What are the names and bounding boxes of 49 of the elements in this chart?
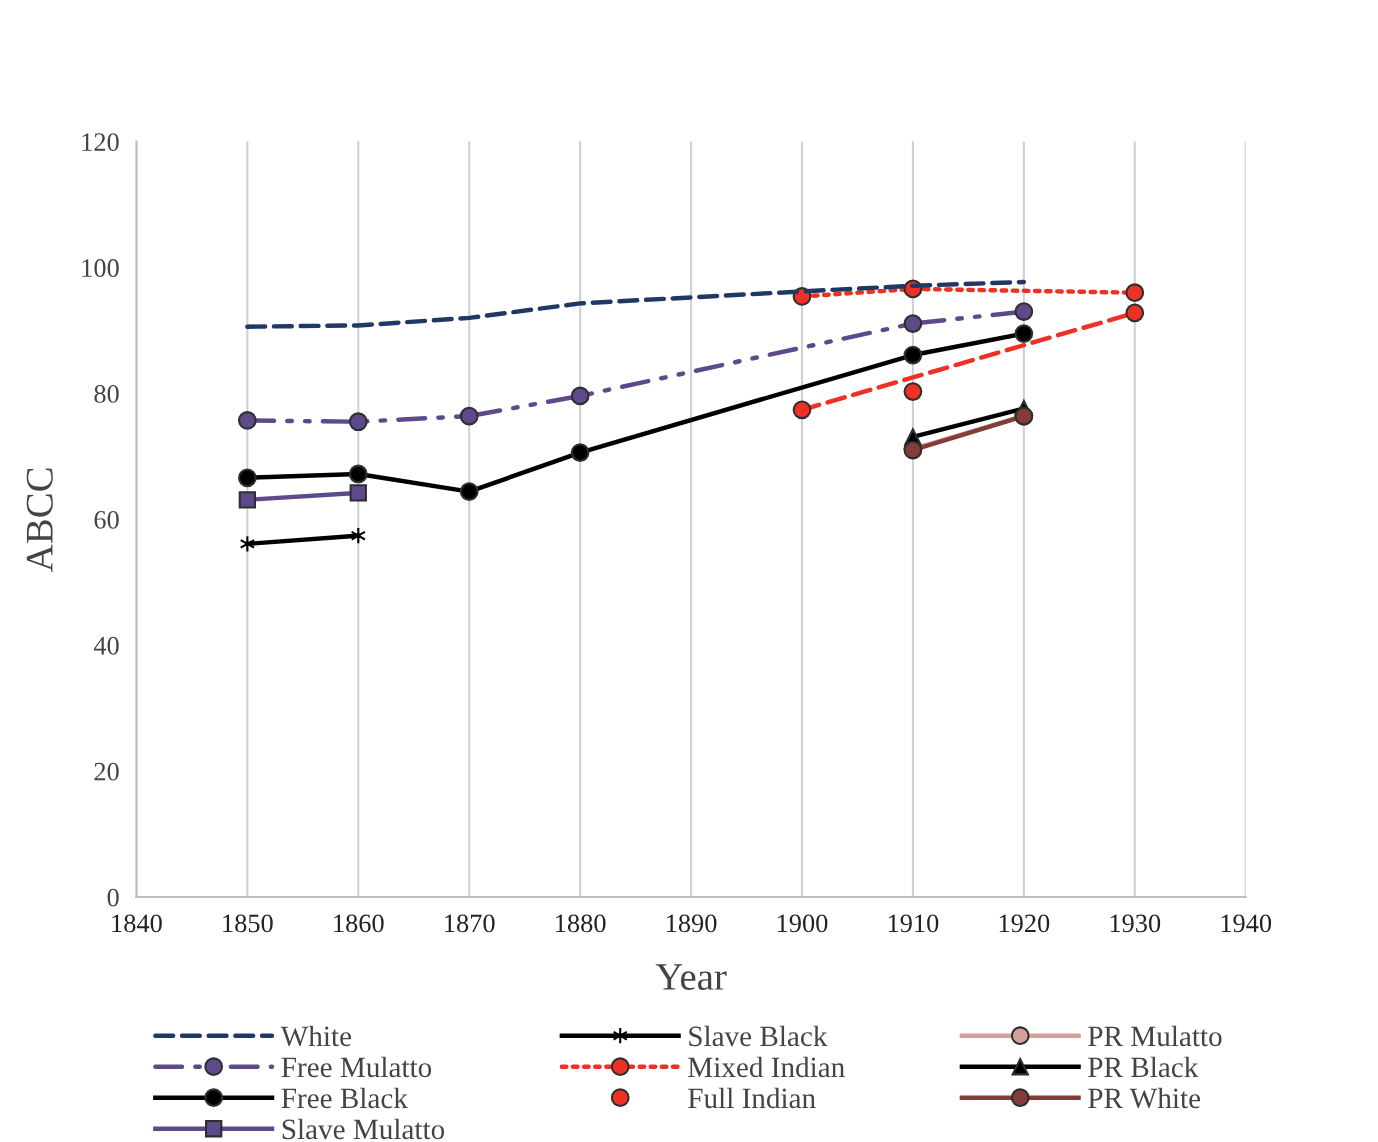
x-axis-title: Year: [655, 964, 727, 991]
y-tick-label: 80: [94, 385, 119, 403]
x-tick-label: 1890: [667, 914, 717, 933]
point: [570, 386, 590, 406]
point: [570, 443, 590, 462]
x-tick-label: 1860: [334, 914, 384, 933]
point: [349, 484, 367, 502]
y-tick-label: 100: [82, 259, 119, 277]
point: [237, 411, 257, 430]
x-tick-label: 1870: [445, 914, 495, 933]
legend-label: PR Black: [1088, 1056, 1199, 1078]
x-tick-label: 1900: [777, 914, 828, 933]
x-tick-label: 1940: [1221, 914, 1272, 933]
line-series: [245, 279, 1027, 329]
y-tick-label: 120: [82, 133, 119, 152]
legend-label: Mixed Indian: [688, 1056, 845, 1078]
point: [238, 491, 257, 509]
point: [903, 345, 923, 365]
legend-label: PR Mulatto: [1088, 1025, 1222, 1047]
x-tick-label: 1910: [888, 914, 939, 933]
legend-label: Free Mulatto: [281, 1056, 432, 1078]
point: [1125, 303, 1145, 323]
x-tick-label: 1920: [999, 914, 1050, 933]
legend-label: Free Black: [281, 1087, 408, 1109]
x-tick-label: 1850: [223, 914, 273, 933]
point: [237, 468, 257, 488]
x-tick-label: 1880: [556, 914, 606, 933]
point: [1014, 302, 1034, 321]
y-tick-label: 20: [94, 762, 119, 781]
point: [1125, 283, 1145, 303]
x-tick-label: 1930: [1110, 914, 1161, 933]
legend-label: Slave Black: [689, 1025, 828, 1047]
point: [903, 382, 923, 401]
x-tick-label: 1840: [112, 914, 162, 933]
point: [792, 400, 812, 420]
y-tick-label: 40: [93, 636, 119, 655]
legend-label: Full Indian: [688, 1087, 816, 1109]
point: [1014, 324, 1034, 343]
y-axis-title: ABCC: [26, 468, 53, 572]
point: [459, 482, 479, 501]
point: [459, 406, 479, 426]
legend-label: PR White: [1088, 1087, 1201, 1109]
legend-label: White: [280, 1025, 352, 1047]
point: [348, 412, 368, 432]
point: [903, 314, 923, 333]
point: [348, 464, 368, 484]
y-tick-label: 0: [107, 888, 119, 907]
legend-label: Slave Mulatto: [282, 1118, 445, 1140]
y-tick-label: 60: [94, 510, 119, 529]
